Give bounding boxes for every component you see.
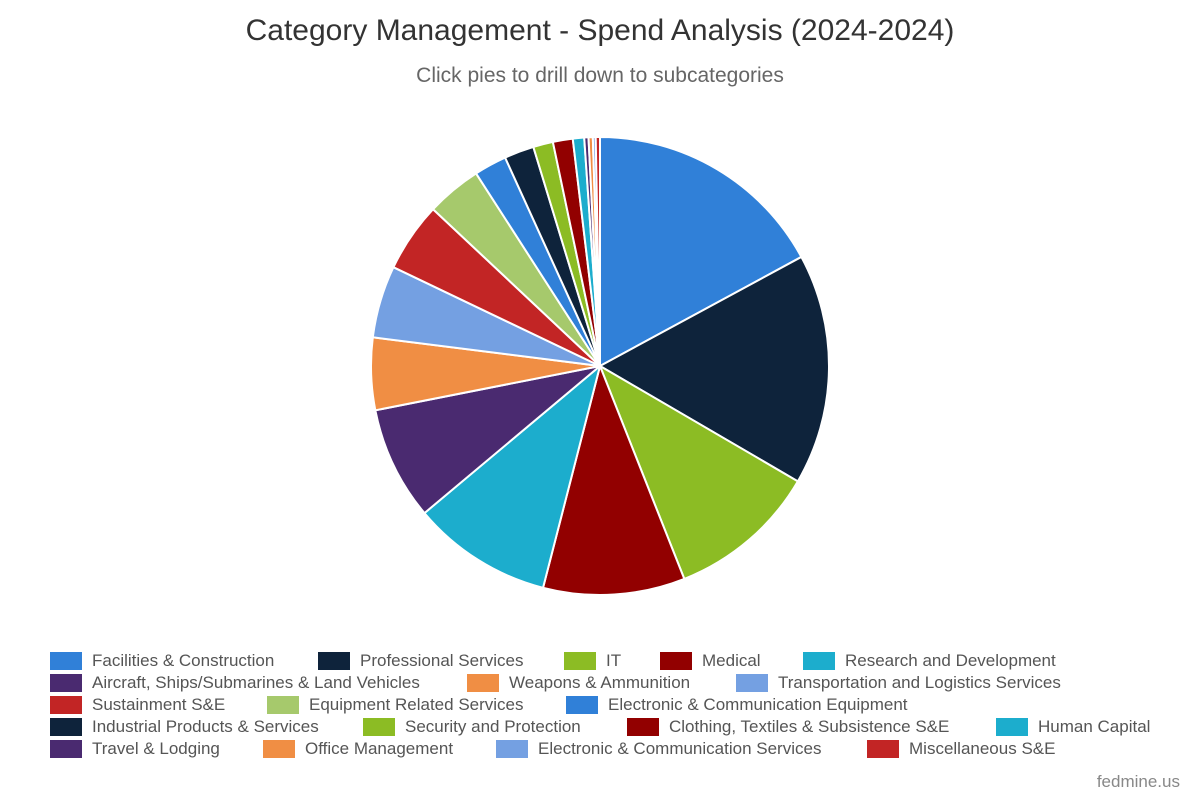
- legend-item[interactable]: Equipment Related Services: [267, 695, 524, 715]
- legend-swatch-icon: [50, 696, 82, 714]
- legend-item[interactable]: Miscellaneous S&E: [867, 739, 1055, 759]
- legend-label: Human Capital: [1038, 717, 1151, 736]
- legend-label: Clothing, Textiles & Subsistence S&E: [669, 717, 950, 736]
- legend-swatch-icon: [363, 718, 395, 736]
- credit-label: fedmine.us: [1096, 772, 1180, 791]
- legend-item[interactable]: Travel & Lodging: [50, 739, 220, 759]
- legend-swatch-icon: [318, 652, 350, 670]
- legend-label: Sustainment S&E: [92, 695, 226, 714]
- legend-label: Transportation and Logistics Services: [778, 673, 1061, 692]
- legend-item[interactable]: Security and Protection: [363, 717, 581, 737]
- legend-label: Equipment Related Services: [309, 695, 524, 714]
- legend-label: Weapons & Ammunition: [509, 673, 691, 692]
- legend-label: Electronic & Communication Equipment: [608, 695, 908, 714]
- chart-subtitle: Click pies to drill down to subcategorie…: [416, 64, 784, 87]
- legend-item[interactable]: Research and Development: [803, 651, 1056, 671]
- legend-swatch-icon: [564, 652, 596, 670]
- legend-item[interactable]: Industrial Products & Services: [50, 717, 319, 737]
- legend-item[interactable]: Medical: [660, 651, 761, 671]
- legend-item[interactable]: Human Capital: [996, 717, 1150, 737]
- legend-swatch-icon: [50, 740, 82, 758]
- legend-item[interactable]: Facilities & Construction: [50, 651, 274, 671]
- legend-label: Industrial Products & Services: [92, 717, 319, 736]
- legend-label: Electronic & Communication Services: [538, 739, 822, 758]
- pie-slice[interactable]: [542, 365, 686, 596]
- legend-label: Professional Services: [360, 651, 524, 670]
- legend-swatch-icon: [267, 696, 299, 714]
- legend-swatch-icon: [263, 740, 295, 758]
- legend-label: IT: [606, 651, 622, 670]
- legend-label: Facilities & Construction: [92, 651, 275, 670]
- legend-label: Office Management: [305, 739, 454, 758]
- pie-slice[interactable]: [599, 365, 799, 580]
- legend-item[interactable]: Electronic & Communication Services: [496, 739, 821, 759]
- pie-slice[interactable]: [374, 365, 601, 515]
- legend-item[interactable]: Electronic & Communication Equipment: [566, 695, 908, 715]
- legend-swatch-icon: [467, 674, 499, 692]
- legend-swatch-icon: [50, 674, 82, 692]
- pie-slice[interactable]: [599, 255, 830, 483]
- legend-swatch-icon: [50, 652, 82, 670]
- legend-swatch-icon: [660, 652, 692, 670]
- pie-slice[interactable]: [423, 365, 601, 589]
- legend-label: Medical: [702, 651, 761, 670]
- pie-slice[interactable]: [599, 136, 803, 367]
- legend-label: Security and Protection: [405, 717, 581, 736]
- legend-swatch-icon: [50, 718, 82, 736]
- legend-swatch-icon: [996, 718, 1028, 736]
- legend-swatch-icon: [496, 740, 528, 758]
- legend-item[interactable]: Aircraft, Ships/Submarines & Land Vehicl…: [50, 673, 420, 693]
- legend-item[interactable]: IT: [564, 651, 621, 671]
- legend-item[interactable]: Weapons & Ammunition: [467, 673, 690, 693]
- legend-label: Aircraft, Ships/Submarines & Land Vehicl…: [92, 673, 420, 692]
- legend-label: Travel & Lodging: [92, 739, 220, 758]
- legend-item[interactable]: Office Management: [263, 739, 453, 759]
- legend-swatch-icon: [803, 652, 835, 670]
- legend-label: Miscellaneous S&E: [909, 739, 1056, 758]
- legend-item[interactable]: Sustainment S&E: [50, 695, 225, 715]
- legend-swatch-icon: [736, 674, 768, 692]
- legend-swatch-icon: [627, 718, 659, 736]
- legend-swatch-icon: [867, 740, 899, 758]
- legend-swatch-icon: [566, 696, 598, 714]
- legend-item[interactable]: Clothing, Textiles & Subsistence S&E: [627, 717, 949, 737]
- legend-label: Research and Development: [845, 651, 1056, 670]
- legend-item[interactable]: Transportation and Logistics Services: [736, 673, 1061, 693]
- legend-item[interactable]: Professional Services: [318, 651, 523, 671]
- pie-slice[interactable]: [594, 135, 601, 367]
- chart-title: Category Management - Spend Analysis (20…: [245, 14, 955, 47]
